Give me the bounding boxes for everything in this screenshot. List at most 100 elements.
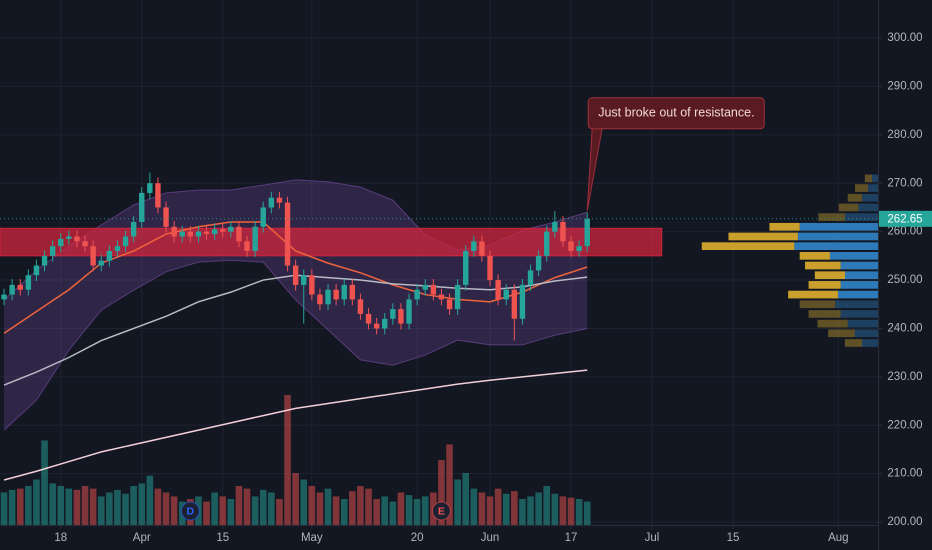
volume-bar	[170, 496, 178, 525]
candle-body	[228, 226, 234, 232]
candle-body	[341, 284, 347, 300]
candle-body	[66, 236, 72, 239]
y-tick-label: 220.00	[887, 419, 922, 431]
y-tick-label: 200.00	[887, 516, 922, 528]
profile-down	[788, 290, 838, 299]
volume-bar	[535, 492, 542, 525]
candle-body	[17, 284, 23, 290]
candle-body	[252, 226, 258, 252]
candle-body	[527, 270, 534, 285]
candle-body	[292, 265, 299, 285]
volume-bar	[41, 440, 48, 525]
candle-body	[325, 289, 331, 305]
moving-average	[3, 369, 588, 481]
candle-body	[195, 231, 202, 237]
profile-up	[794, 242, 878, 251]
candle-body	[398, 309, 404, 324]
volume-bar	[268, 492, 275, 525]
candle-body	[211, 229, 218, 235]
volume-bar	[25, 486, 32, 525]
volume-bar	[454, 479, 461, 525]
volume-bar	[211, 492, 218, 525]
event-badge	[180, 501, 200, 521]
callout-box	[587, 97, 765, 130]
volume-bar	[162, 492, 170, 525]
candle-body	[495, 280, 501, 300]
volume-bar	[324, 488, 332, 525]
volume-bar	[405, 495, 413, 525]
candle-body	[244, 241, 250, 252]
candle-body	[90, 246, 96, 266]
candle-body	[503, 289, 509, 300]
volume-bar	[97, 496, 105, 525]
volume-bar	[73, 489, 81, 525]
volume-bar	[357, 486, 364, 525]
profile-down	[805, 261, 841, 270]
profile-down	[808, 310, 841, 318]
profile-up	[868, 184, 878, 192]
y-tick-label: 240.00	[887, 322, 922, 334]
candle-body	[406, 299, 412, 324]
y-tick-label: 270.00	[887, 177, 922, 189]
profile-up	[858, 203, 878, 212]
volume-profile	[701, 174, 878, 347]
volume-bar	[567, 497, 575, 525]
candle-body	[106, 251, 113, 261]
volume-bar	[81, 486, 89, 525]
candle-body	[25, 275, 32, 290]
profile-up	[835, 300, 878, 309]
x-tick-label: 18	[54, 532, 67, 544]
profile-down	[799, 252, 830, 260]
candle-body	[236, 226, 242, 242]
profile-up	[840, 261, 878, 270]
candle-body	[203, 231, 210, 235]
y-tick-label: 210.00	[887, 468, 922, 480]
candle-body	[33, 265, 40, 276]
x-tick-label: 15	[727, 532, 740, 544]
candle-body	[463, 251, 469, 285]
y-tick-label: 260.00	[887, 226, 922, 238]
candle-body	[414, 289, 420, 300]
volume-bar	[33, 479, 40, 525]
x-tick-label: 17	[565, 532, 578, 544]
candle-body	[220, 229, 226, 232]
volume-bar	[519, 499, 526, 525]
volume-bar	[397, 492, 405, 525]
profile-up	[847, 319, 878, 328]
volume-bar	[122, 493, 129, 525]
profile-up	[845, 271, 878, 280]
volume-bar	[219, 496, 227, 525]
volume-bar	[559, 496, 567, 525]
profile-down	[728, 232, 798, 241]
candle-body	[130, 221, 137, 237]
volume-bar	[494, 488, 502, 525]
volume-bar	[511, 491, 518, 525]
candle-body	[301, 275, 307, 285]
volume-bar	[421, 496, 429, 525]
candle-body	[260, 207, 266, 227]
profile-up	[829, 252, 878, 260]
profile-up	[840, 310, 878, 318]
candle-body	[382, 318, 388, 329]
candle-body	[284, 202, 291, 266]
volume-bar	[276, 499, 283, 525]
candle-body	[276, 197, 283, 203]
profile-up	[837, 290, 878, 299]
candle-body	[58, 238, 64, 247]
volume-bar	[446, 444, 453, 525]
candle-body	[41, 255, 48, 266]
candle-body	[122, 236, 129, 247]
profile-down	[814, 271, 846, 280]
candle-body	[446, 299, 453, 310]
last-price-label: 262.65	[887, 213, 922, 225]
volume-bar	[243, 488, 251, 525]
candle-body	[74, 236, 80, 242]
candle-body	[333, 289, 339, 300]
candle-body	[430, 284, 437, 295]
y-tick-label: 250.00	[887, 274, 922, 286]
candle-body	[390, 309, 396, 319]
profile-down	[828, 329, 855, 338]
candle-body	[438, 294, 445, 300]
